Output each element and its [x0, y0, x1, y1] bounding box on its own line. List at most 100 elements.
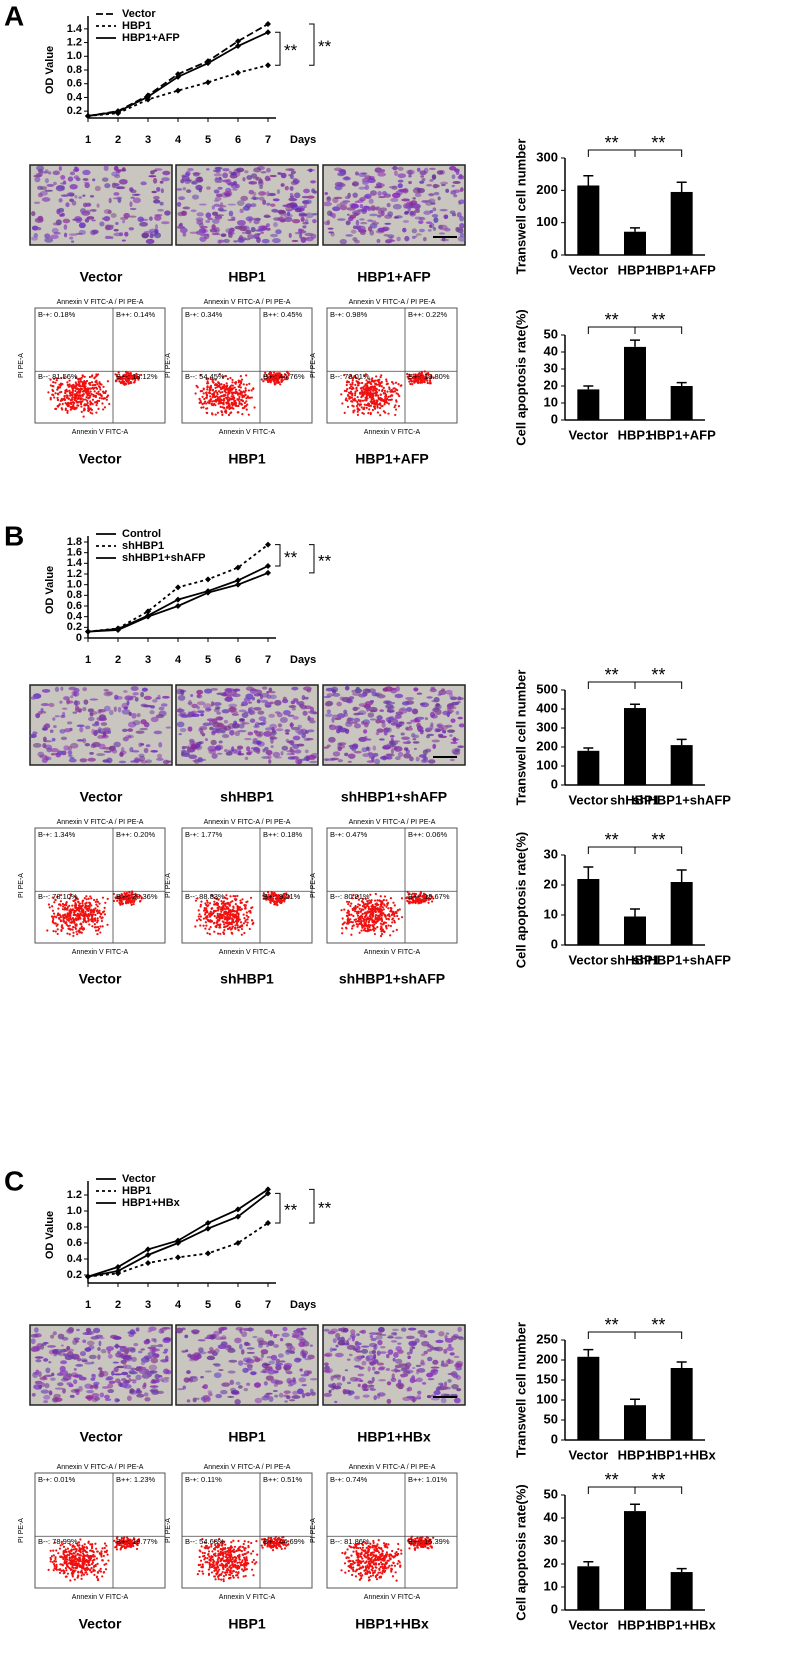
point: [175, 1254, 181, 1260]
error-bar: [677, 383, 687, 386]
event-dot: [240, 386, 242, 388]
event-dot: [60, 915, 62, 917]
annotation: **: [651, 133, 665, 153]
cell-stain: [238, 724, 244, 729]
cell-stain: [458, 236, 466, 242]
cell-stain: [52, 738, 56, 742]
cell-stain: [285, 729, 291, 732]
event-dot: [57, 933, 59, 935]
event-dot: [232, 385, 234, 387]
event-dot: [69, 395, 71, 397]
cell-stain: [345, 196, 350, 199]
cell-stain: [429, 224, 432, 228]
event-dot: [383, 931, 385, 933]
image-caption: shHBP1+shAFP: [341, 789, 447, 805]
event-dot: [67, 906, 69, 908]
cell-stain: [359, 218, 365, 220]
event-dot: [91, 409, 93, 411]
event-dot: [220, 383, 222, 385]
event-dot: [394, 390, 396, 392]
event-dot: [354, 384, 356, 386]
event-dot: [370, 388, 372, 390]
cell-stain: [292, 240, 299, 242]
cell-stain: [376, 728, 384, 732]
error-bar: [630, 340, 640, 347]
error-bar: [583, 748, 593, 751]
cell-stain: [218, 205, 227, 208]
event-dot: [236, 905, 238, 907]
y-tick-label: 10: [544, 394, 558, 409]
cell-stain: [69, 758, 77, 762]
cell-stain: [262, 749, 265, 753]
event-dot: [354, 905, 356, 907]
event-dot: [224, 913, 226, 915]
event-dot: [384, 395, 386, 397]
cell-stain: [110, 236, 113, 239]
quadrant-label: B+-: 19.80%: [408, 372, 450, 381]
cell-stain: [285, 186, 289, 191]
event-dot: [83, 390, 85, 392]
cell-stain: [337, 744, 345, 748]
cell-stain: [83, 699, 88, 704]
event-dot: [394, 414, 396, 416]
cell-stain: [398, 180, 404, 183]
x-tick-label: HBP1+AFP: [648, 427, 717, 442]
cell-stain: [408, 175, 412, 178]
event-dot: [236, 907, 238, 909]
event-dot: [229, 923, 231, 925]
flow-title: Annexin V FITC-A / PI PE-A: [57, 299, 144, 306]
cell-stain: [138, 1351, 142, 1354]
event-dot: [351, 925, 353, 927]
cell-stain: [364, 722, 369, 728]
cell-stain: [183, 187, 186, 191]
cell-stain: [390, 735, 395, 738]
cell-stain: [293, 179, 300, 184]
cell-stain: [333, 751, 340, 756]
cell-stain: [130, 189, 136, 193]
cell-stain: [282, 746, 289, 751]
event-dot: [214, 396, 216, 398]
flow-y-label: PI PE-A: [165, 873, 172, 898]
y-tick-label: 1.8: [67, 536, 82, 548]
cell-stain: [456, 711, 460, 715]
event-dot: [236, 405, 238, 407]
cell-stain: [34, 201, 40, 204]
cell-stain: [96, 753, 105, 756]
event-dot: [87, 402, 89, 404]
cell-stain: [414, 748, 417, 750]
quadrant-label: B--: 54.45%: [185, 372, 225, 381]
event-dot: [356, 926, 358, 928]
event-dot: [248, 389, 250, 391]
cell-stain: [61, 737, 67, 741]
event-dot: [235, 898, 237, 900]
x-tick-label: 2: [115, 134, 121, 146]
event-dot: [81, 902, 83, 904]
event-dot: [361, 924, 363, 926]
cell-stain: [97, 203, 100, 207]
cell-stain: [38, 169, 44, 173]
cell-stain: [34, 233, 38, 237]
event-dot: [66, 919, 68, 921]
event-dot: [249, 910, 251, 912]
cell-stain: [137, 713, 141, 717]
cell-stain: [329, 725, 336, 731]
cell-stain: [216, 706, 220, 709]
cell-stain: [91, 729, 95, 735]
event-dot: [364, 903, 366, 905]
cell-stain: [345, 729, 349, 734]
event-dot: [52, 910, 54, 912]
cell-stain: [273, 752, 280, 758]
cell-stain: [306, 738, 313, 741]
cell-stain: [262, 200, 266, 205]
y-axis-label: OD Value: [44, 46, 56, 94]
event-dot: [198, 913, 200, 915]
cell-stain: [364, 175, 371, 179]
event-dot: [367, 389, 369, 391]
y-tick-label: 0.2: [67, 1269, 82, 1281]
event-dot: [236, 895, 238, 897]
event-dot: [80, 394, 82, 396]
cell-stain: [231, 711, 238, 714]
cell-stain: [298, 228, 302, 233]
event-dot: [98, 928, 100, 930]
flow-title: Annexin V FITC-A / PI PE-A: [349, 819, 436, 826]
